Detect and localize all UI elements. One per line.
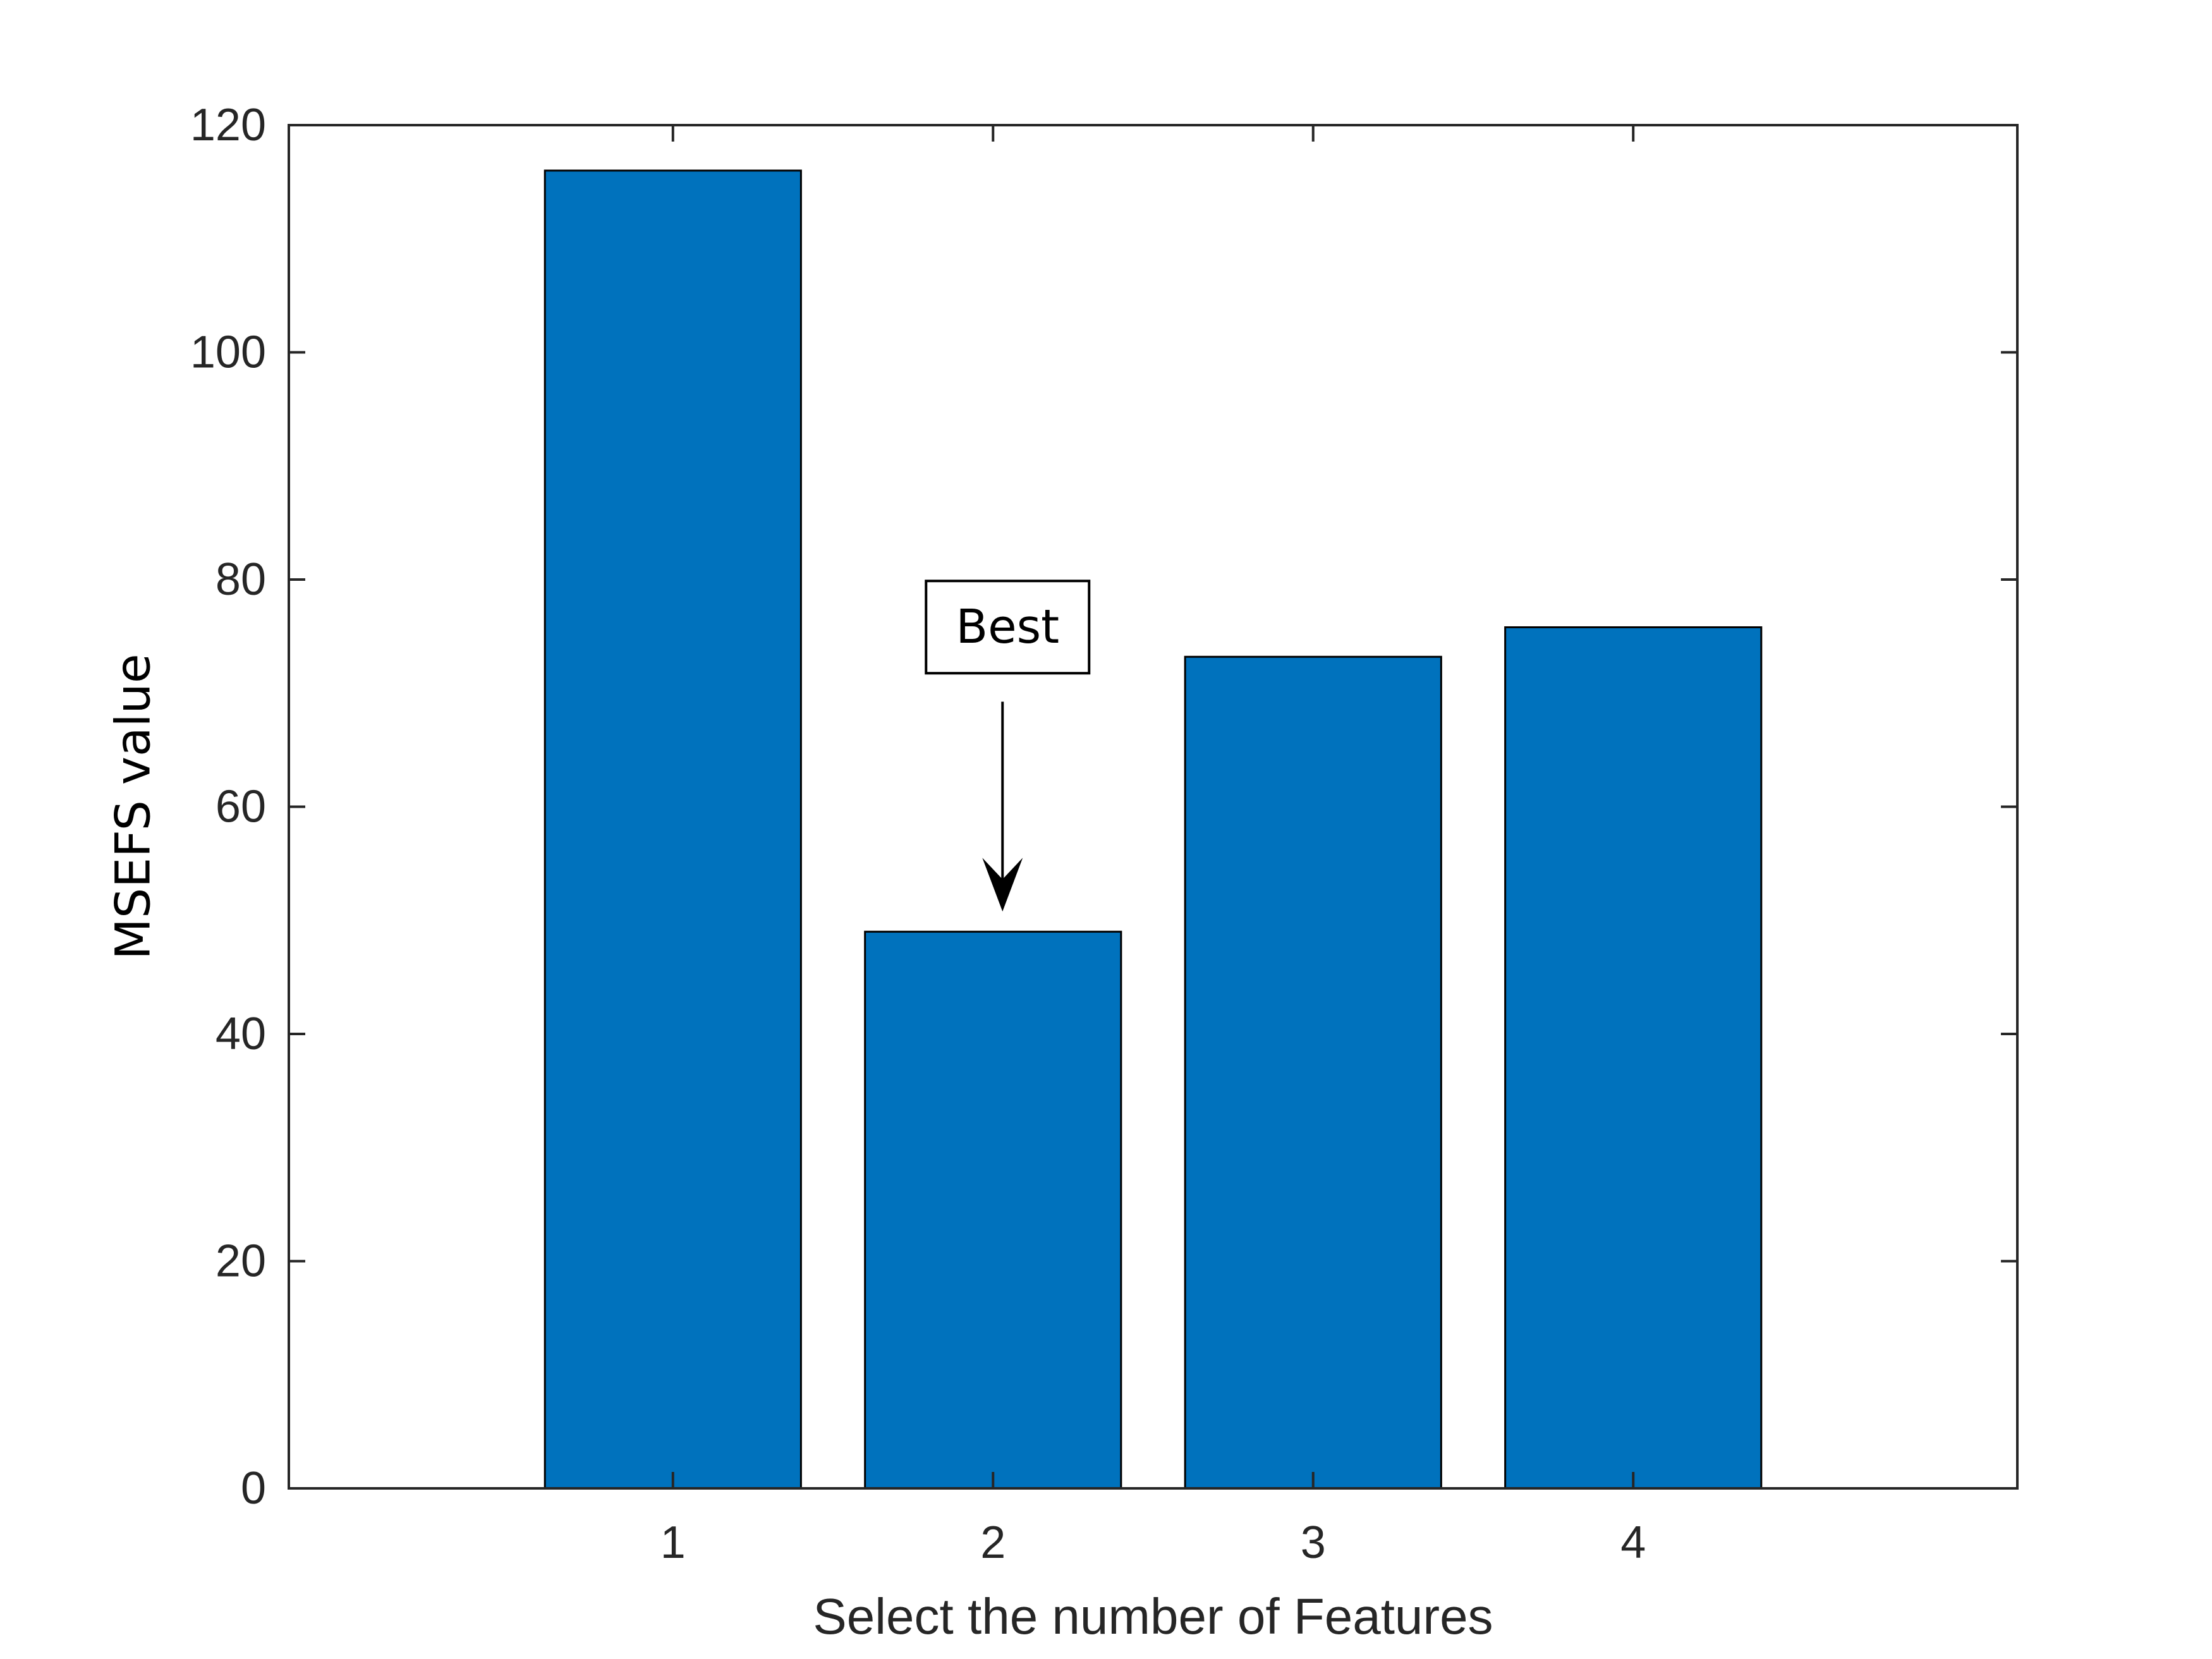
y-axis-title: MSEFS value [105, 653, 161, 959]
annotation-label: Best [956, 600, 1059, 654]
bars-layer [544, 169, 1763, 1490]
annotation-arrow-head [982, 858, 1023, 912]
y-tick-label: 20 [216, 1236, 266, 1287]
x-axis-title: Select the number of Features [813, 1588, 1493, 1644]
y-tick-label: 80 [216, 554, 266, 605]
annotation-box [925, 580, 1091, 675]
y-tick-label: 40 [216, 1009, 266, 1059]
bar-1 [544, 169, 802, 1490]
bar-4 [1504, 626, 1763, 1490]
best-annotation: Best [925, 580, 1091, 912]
y-tick-label: 100 [190, 327, 266, 378]
x-tick-label: 4 [1620, 1517, 1646, 1568]
bar-2 [864, 930, 1122, 1490]
y-tick-label: 120 [190, 100, 266, 150]
x-tick-label: 2 [980, 1517, 1006, 1568]
y-tick-label: 60 [216, 782, 266, 832]
y-tick-label: 0 [241, 1463, 266, 1514]
x-tick-label: 1 [660, 1517, 686, 1568]
bar-3 [1184, 655, 1442, 1490]
x-tick-label: 3 [1301, 1517, 1326, 1568]
